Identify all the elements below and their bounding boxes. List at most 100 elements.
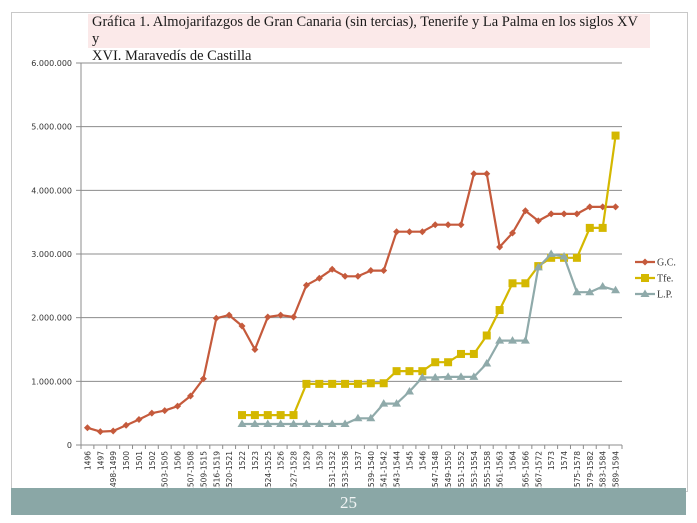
x-tick-label: 1530 xyxy=(315,451,324,470)
y-axis-ticks: 0 1.000.000 2.000.000 3.000.000 4.000.000 5.0… xyxy=(31,59,81,450)
data-point-tfe xyxy=(328,379,337,388)
data-point-tfe xyxy=(276,411,285,420)
data-point-lp xyxy=(443,372,453,380)
data-point-gc xyxy=(534,217,542,225)
data-point-gc xyxy=(431,221,439,229)
x-tick-label: 1551-1552 xyxy=(457,451,466,492)
chart-title-box: Gráfica 1. Almojarifazgos de Gran Canari… xyxy=(88,14,650,64)
data-point-tfe xyxy=(418,367,427,376)
data-point-tfe xyxy=(444,358,453,367)
data-point-gc xyxy=(186,392,194,400)
page-number: 25 xyxy=(340,493,357,512)
x-tick-label: 1567-1572 xyxy=(534,451,543,492)
x-tick-label: 1583-1584 xyxy=(599,451,608,492)
x-tick-label: 1543-1544 xyxy=(393,451,402,492)
data-point-gc xyxy=(225,311,233,319)
data-point-tfe xyxy=(341,379,350,388)
x-tick-label: 1561-1563 xyxy=(496,451,505,492)
x-tick-label: 1520-1521 xyxy=(225,451,234,492)
x-tick-label: 1555-1558 xyxy=(483,451,492,492)
x-tick-label: 1579-1582 xyxy=(586,451,595,492)
data-point-lp xyxy=(559,252,569,260)
data-point-lp xyxy=(469,372,479,380)
y-tick-label: 3.000.000 xyxy=(31,250,72,259)
legend-item-lp: L.P. xyxy=(635,289,673,301)
data-point-gc xyxy=(560,210,568,218)
data-point-gc xyxy=(509,229,517,237)
legend: G.C. Tfe. L.P. xyxy=(635,258,676,301)
data-point-lp xyxy=(392,399,402,407)
data-point-gc xyxy=(290,313,298,321)
data-point-tfe xyxy=(302,379,311,388)
data-point-lp xyxy=(572,287,582,296)
x-tick-label: 1506 xyxy=(174,451,183,470)
data-point-lp xyxy=(456,372,466,380)
data-point-gc xyxy=(83,424,91,432)
data-point-lp xyxy=(520,336,530,344)
data-point-tfe xyxy=(405,367,414,376)
data-point-tfe xyxy=(547,253,556,262)
x-tick-label: 1509-1515 xyxy=(199,451,208,492)
data-point-gc xyxy=(470,170,478,178)
data-point-lp xyxy=(263,419,273,427)
data-point-gc xyxy=(380,267,388,275)
legend-item-gc: G.C. xyxy=(635,258,676,269)
data-point-gc xyxy=(444,221,452,229)
data-point-tfe xyxy=(263,411,272,420)
data-point-gc xyxy=(122,421,130,429)
data-point-lp xyxy=(276,419,286,427)
data-point-gc xyxy=(457,221,465,229)
data-point-lp xyxy=(508,336,518,344)
data-point-tfe xyxy=(469,349,478,358)
x-tick-label: 1526 xyxy=(277,451,286,470)
data-point-lp xyxy=(430,373,440,381)
x-tick-label: 1496 xyxy=(83,451,92,470)
series-lp xyxy=(237,249,621,427)
chart-title-line-2: XVI. Maravedís de Castilla xyxy=(92,48,252,64)
y-tick-label: 2.000.000 xyxy=(31,314,72,323)
data-point-lp xyxy=(353,413,363,422)
data-point-gc xyxy=(354,272,362,280)
data-point-tfe xyxy=(379,379,388,388)
data-point-lp xyxy=(301,419,311,427)
legend-marker xyxy=(641,274,649,282)
x-tick-label: 1564 xyxy=(509,451,518,470)
data-point-lp xyxy=(598,281,608,290)
legend-marker xyxy=(641,258,649,266)
x-tick-label: 1549-1550 xyxy=(444,451,453,492)
series-line-lp xyxy=(242,252,616,426)
data-point-gc xyxy=(612,203,620,211)
y-tick-label: 4.000.000 xyxy=(31,186,72,195)
data-point-tfe xyxy=(611,131,620,140)
data-point-lp xyxy=(340,419,350,427)
series-line-tfe xyxy=(242,135,617,417)
x-tick-label: 1589-1594 xyxy=(612,451,621,492)
data-point-gc xyxy=(238,322,246,330)
data-point-lp xyxy=(366,413,376,422)
series-line-gc xyxy=(87,172,616,433)
data-point-lp xyxy=(327,419,337,427)
x-tick-label: 1565-1566 xyxy=(521,451,530,492)
data-point-lp xyxy=(546,249,556,257)
data-point-tfe xyxy=(238,411,247,420)
data-point-tfe xyxy=(521,279,530,288)
data-point-gc xyxy=(367,267,375,275)
legend-label: G.C. xyxy=(657,258,676,269)
series-tfe xyxy=(238,131,620,420)
x-tick-label: 1537 xyxy=(354,451,363,470)
data-point-gc xyxy=(483,170,491,178)
x-axis-ticks: 1496 1497 1498-1499 1500 1501 1502 1503-1505 15… xyxy=(80,445,623,492)
chart-title-line-1: Gráfica 1. Almojarifazgos de Gran Canari… xyxy=(92,14,638,47)
data-point-tfe xyxy=(495,306,504,315)
legend-label: L.P. xyxy=(657,290,673,301)
y-tick-label: 6.000.000 xyxy=(31,59,72,68)
data-point-tfe xyxy=(289,411,298,420)
data-point-lp xyxy=(417,373,427,381)
gridlines xyxy=(81,62,622,382)
data-point-tfe xyxy=(482,331,491,340)
x-tick-label: 1522 xyxy=(238,451,247,470)
data-point-gc xyxy=(315,274,323,282)
data-point-lp xyxy=(495,336,505,344)
legend-item-tfe: Tfe. xyxy=(635,274,673,285)
